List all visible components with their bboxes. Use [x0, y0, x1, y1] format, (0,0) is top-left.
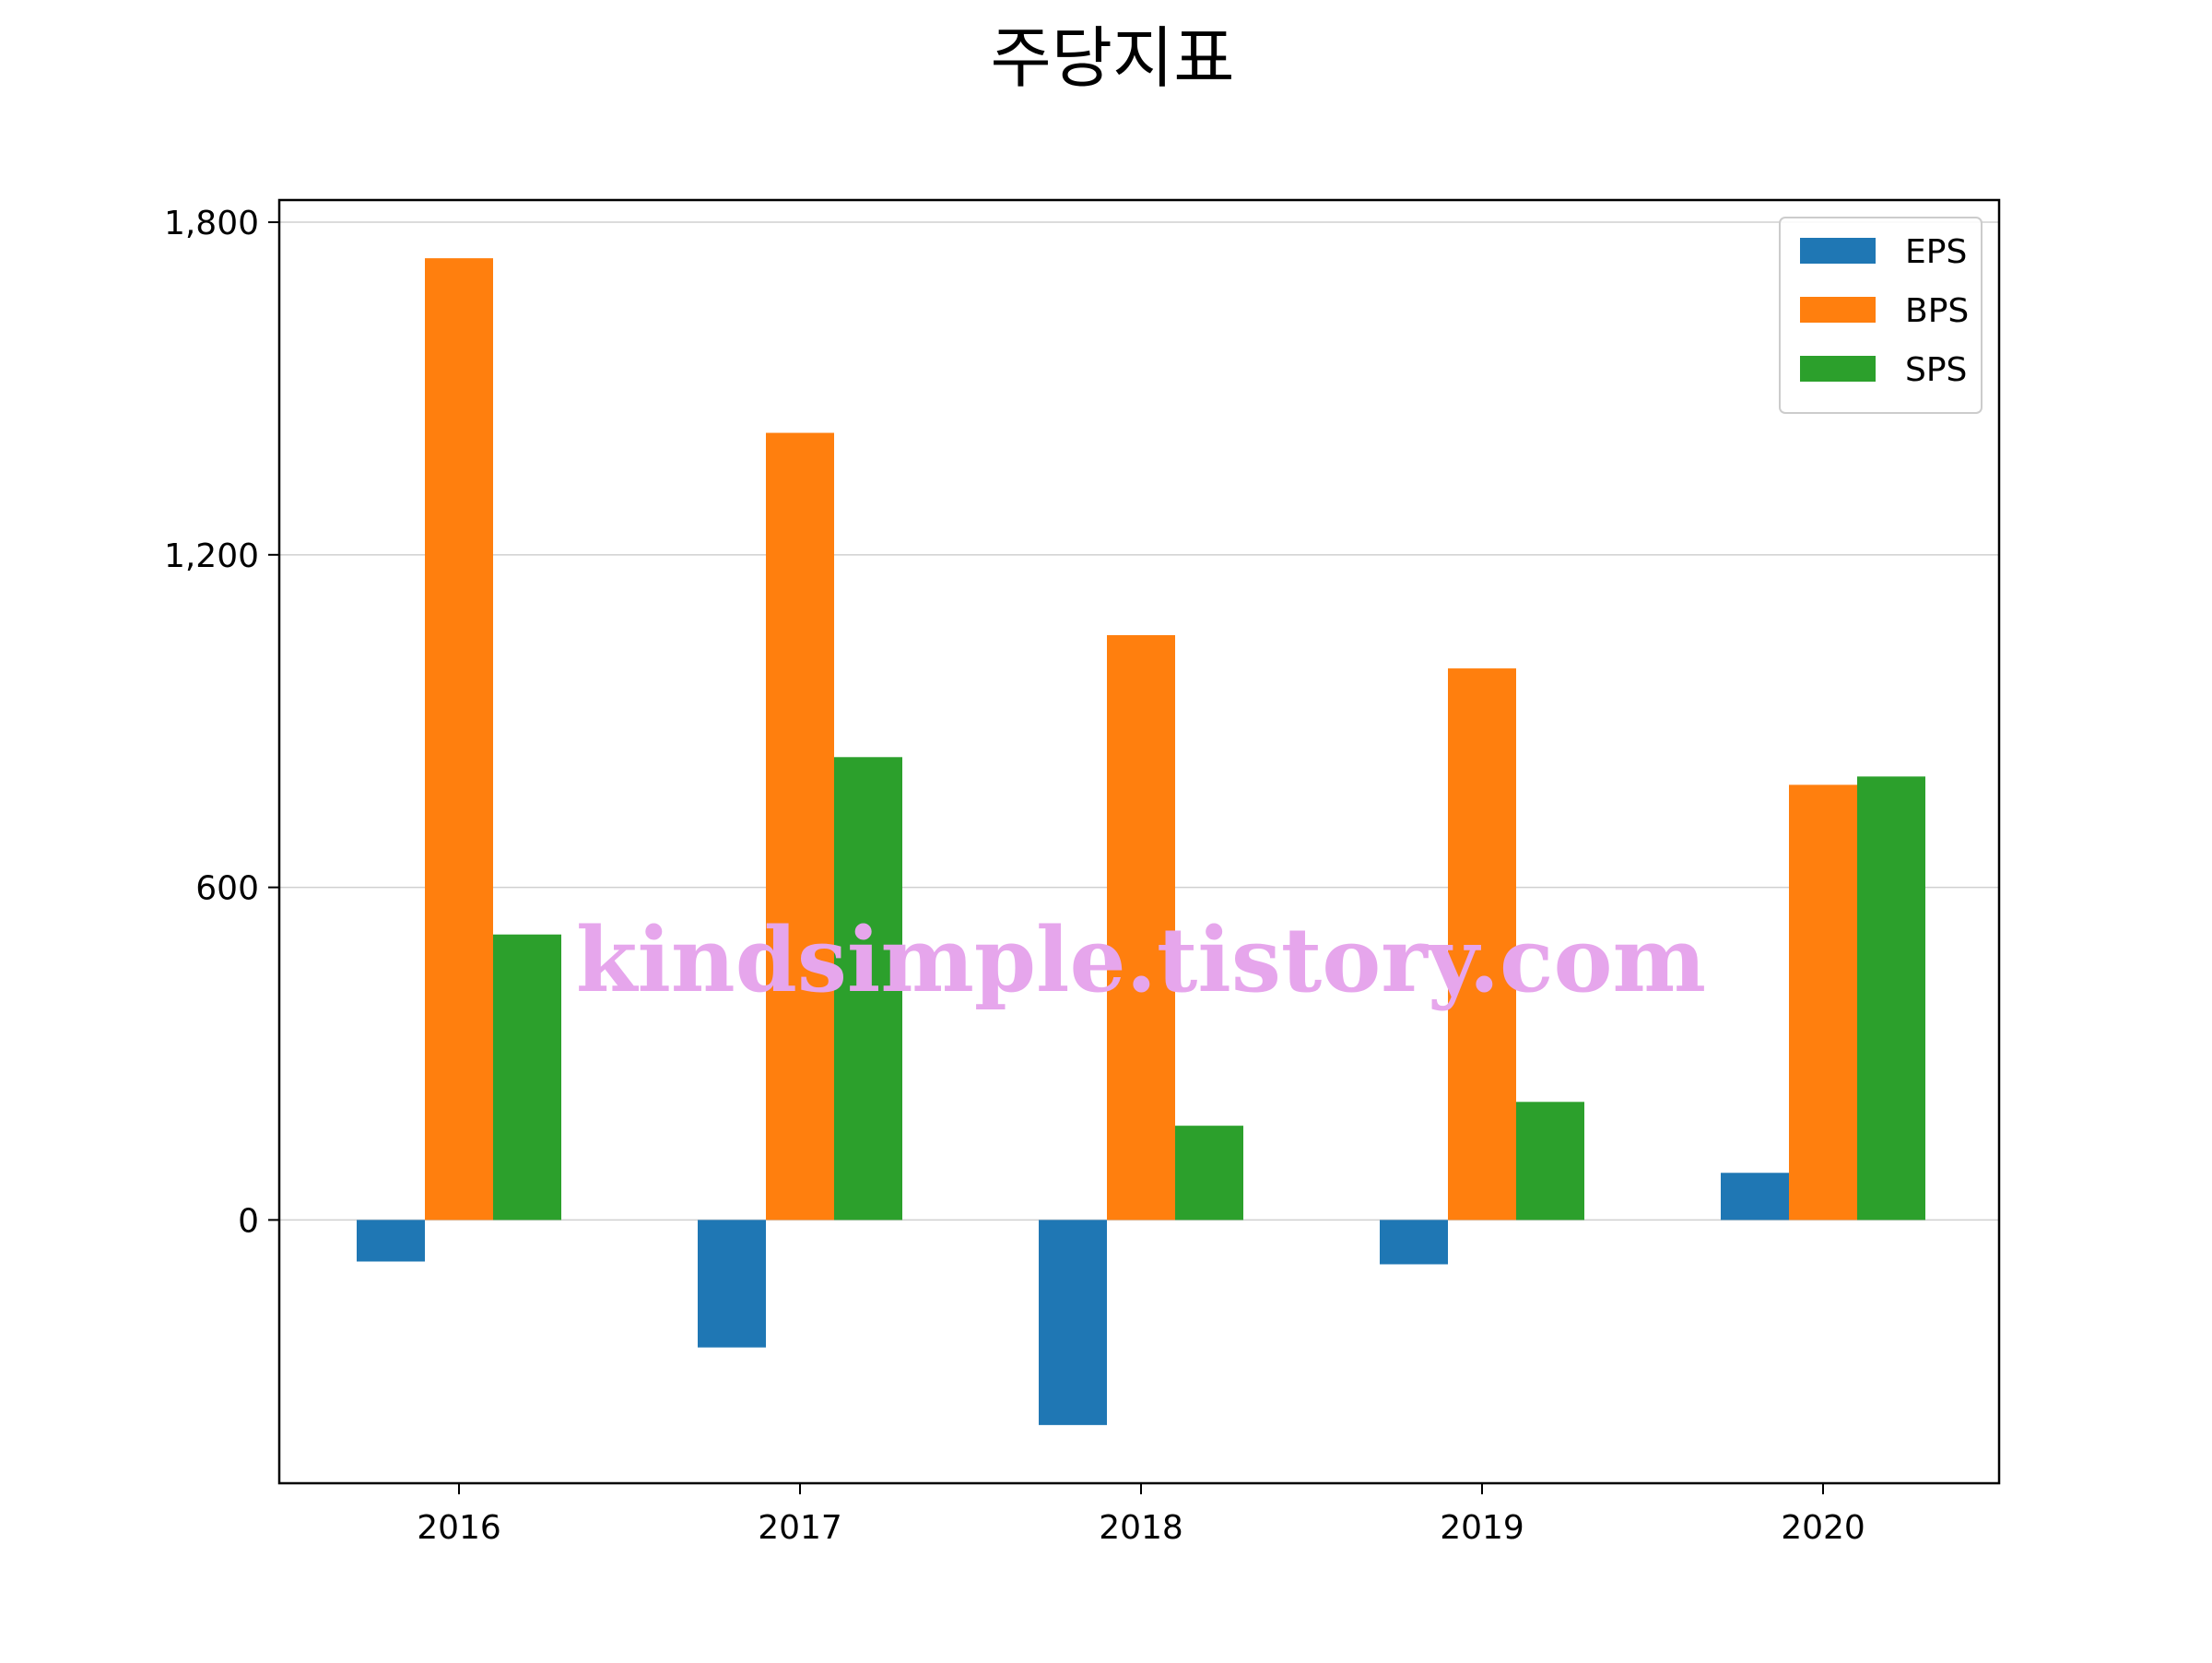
- bar-bps-2020: [1789, 784, 1857, 1221]
- plot-frame: [277, 198, 2001, 1485]
- bar-sps-2019: [1516, 1102, 1584, 1221]
- x-tick-label: 2020: [1781, 1509, 1865, 1547]
- bar-sps-2016: [493, 934, 561, 1221]
- legend-label-bps: BPS: [1905, 292, 1969, 330]
- legend-swatch-eps: [1800, 238, 1876, 264]
- bar-sps-2020: [1857, 776, 1925, 1221]
- x-tick-label: 2019: [1440, 1509, 1524, 1547]
- legend: EPS BPS SPS: [1779, 217, 1983, 414]
- x-axis: 2016 2017 2018 2019 2020: [417, 1483, 1865, 1547]
- bar-eps-2019: [1380, 1220, 1448, 1265]
- chart-title: 주당지표: [991, 19, 1235, 97]
- y-tick-label: 1,800: [164, 205, 259, 242]
- bar-eps-2017: [698, 1220, 766, 1348]
- bar-bps-2018: [1107, 635, 1175, 1221]
- legend-swatch-bps: [1800, 297, 1876, 323]
- bar-bps-2019: [1448, 668, 1516, 1221]
- bar-bps-2016: [425, 258, 493, 1221]
- y-tick-label: 1,200: [164, 537, 259, 575]
- legend-swatch-sps: [1800, 356, 1876, 382]
- bar-eps-2016: [357, 1220, 425, 1262]
- bar-bps-2017: [766, 432, 834, 1221]
- x-tick-label: 2016: [417, 1509, 501, 1547]
- y-tick-label: 600: [195, 870, 259, 908]
- y-axis: 0 600 1,200 1,800: [164, 205, 279, 1240]
- y-tick-label: 0: [238, 1202, 259, 1240]
- bar-sps-2018: [1175, 1126, 1243, 1221]
- legend-label-eps: EPS: [1905, 233, 1967, 271]
- bar-eps-2018: [1039, 1220, 1107, 1425]
- bars: [357, 258, 1925, 1425]
- bar-eps-2020: [1721, 1173, 1789, 1221]
- bar-sps-2017: [834, 757, 902, 1221]
- legend-label-sps: SPS: [1905, 351, 1967, 389]
- x-tick-label: 2018: [1099, 1509, 1183, 1547]
- x-tick-label: 2017: [758, 1509, 842, 1547]
- watermark-text: kindsimple.tistory.com: [576, 908, 1706, 1012]
